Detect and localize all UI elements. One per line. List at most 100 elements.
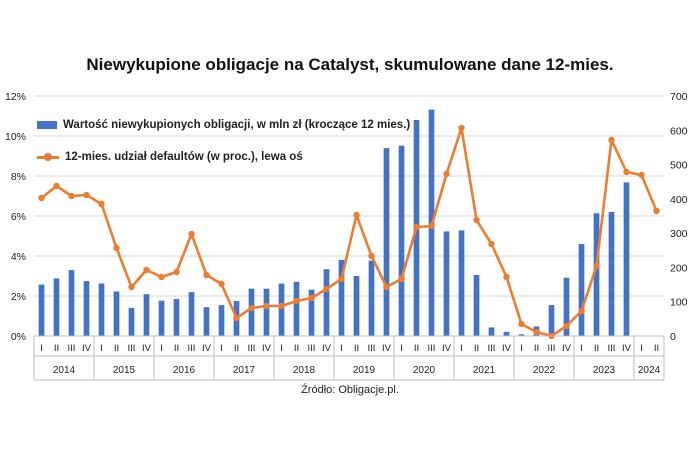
line-point [263, 302, 270, 310]
x-year-label: 2022 [533, 365, 556, 376]
bar [503, 331, 510, 336]
x-tick-label: I [100, 343, 103, 354]
line-point [83, 191, 90, 199]
bar [173, 298, 180, 336]
bar [218, 305, 225, 336]
bar [548, 305, 555, 336]
x-year-label: 2017 [233, 365, 256, 376]
line-point [353, 211, 360, 219]
left-axis-tick-label: 12% [5, 91, 26, 103]
bar [113, 291, 120, 336]
line-point [563, 322, 570, 330]
bar [443, 231, 450, 336]
legend-item-bars: Wartość niewykupionych obligacji, w mln … [37, 117, 410, 133]
bar [53, 278, 60, 336]
x-tick-label: I [220, 343, 223, 354]
line-point [308, 294, 315, 302]
chart-title: Niewykupione obligacje na Catalyst, skum… [86, 55, 614, 74]
right-axis-tick-label: 500 [670, 160, 688, 172]
x-year-label: 2023 [593, 365, 616, 376]
line-point [518, 320, 525, 328]
x-tick-label: IV [322, 343, 332, 354]
x-tick-label: I [340, 343, 343, 354]
line-point [98, 200, 105, 208]
bar [323, 269, 330, 336]
x-tick-label: IV [382, 343, 392, 354]
line-point [593, 262, 600, 270]
x-year-label: 2016 [173, 365, 196, 376]
bar [518, 334, 525, 336]
line-point [458, 124, 465, 132]
left-axis-tick-label: 10% [5, 131, 26, 143]
right-axis-tick-label: 600 [670, 125, 688, 137]
x-tick-label: III [68, 343, 76, 354]
bar [98, 283, 105, 336]
line-point [113, 244, 120, 252]
line-point [503, 273, 510, 281]
x-tick-label: I [280, 343, 283, 354]
line-point [278, 302, 285, 310]
bar [158, 300, 165, 336]
x-tick-label: II [294, 343, 299, 354]
x-year-label: 2021 [473, 365, 496, 376]
bar [368, 260, 375, 336]
line-point [323, 285, 330, 293]
x-tick-label: IV [262, 343, 272, 354]
x-tick-label: IV [622, 343, 632, 354]
x-year-label: 2019 [353, 365, 376, 376]
x-tick-label: IV [142, 343, 152, 354]
line-point [293, 297, 300, 305]
bar [143, 294, 150, 336]
line-point [578, 307, 585, 315]
x-tick-label: II [474, 343, 479, 354]
legend-label-line: 12-mies. udział defaultów (w proc.), lew… [65, 151, 303, 163]
right-axis-tick-label: 300 [670, 228, 688, 240]
x-tick-label: II [414, 343, 419, 354]
line-point [338, 275, 345, 283]
x-tick-label: I [520, 343, 523, 354]
line-point [443, 170, 450, 178]
source-note: Źródło: Obligacje.pl. [301, 384, 399, 396]
legend-swatch-bars [37, 121, 57, 129]
line-point [143, 266, 150, 274]
x-tick-label: II [114, 343, 119, 354]
left-axis-tick-label: 0% [11, 331, 26, 343]
left-axis-tick-label: 6% [11, 211, 26, 223]
bar [563, 277, 570, 336]
line-point [68, 192, 75, 200]
line-point [53, 182, 60, 190]
x-tick-label: IV [562, 343, 572, 354]
line-point [188, 230, 195, 238]
line-point [623, 168, 630, 176]
right-axis-tick-label: 100 [670, 297, 688, 309]
x-year-label: 2020 [413, 365, 436, 376]
x-tick-label: II [534, 343, 539, 354]
x-tick-label: IV [502, 343, 512, 354]
left-axis-tick-label: 4% [11, 251, 26, 263]
x-tick-label: I [640, 343, 643, 354]
right-axis-tick-label: 200 [670, 262, 688, 274]
bar [83, 281, 90, 336]
x-year-label: 2015 [113, 365, 136, 376]
x-tick-label: I [40, 343, 43, 354]
bar [38, 284, 45, 336]
legend: Wartość niewykupionych obligacji, w mln … [37, 117, 410, 181]
bar [593, 213, 600, 336]
x-tick-label: III [548, 343, 556, 354]
line-point [428, 222, 435, 230]
x-tick-label: II [54, 343, 59, 354]
left-axis-tick-label: 8% [11, 171, 26, 183]
bar [608, 211, 615, 336]
line-point [608, 136, 615, 144]
bar [248, 288, 255, 336]
bar [308, 289, 315, 336]
x-year-label: 2014 [53, 365, 76, 376]
right-axis-tick-label: 0 [670, 331, 676, 343]
x-tick-label: III [368, 343, 376, 354]
x-tick-label: III [188, 343, 196, 354]
x-tick-label: III [128, 343, 136, 354]
left-axis-tick-label: 2% [11, 291, 26, 303]
bar [338, 259, 345, 336]
bar [398, 145, 405, 336]
